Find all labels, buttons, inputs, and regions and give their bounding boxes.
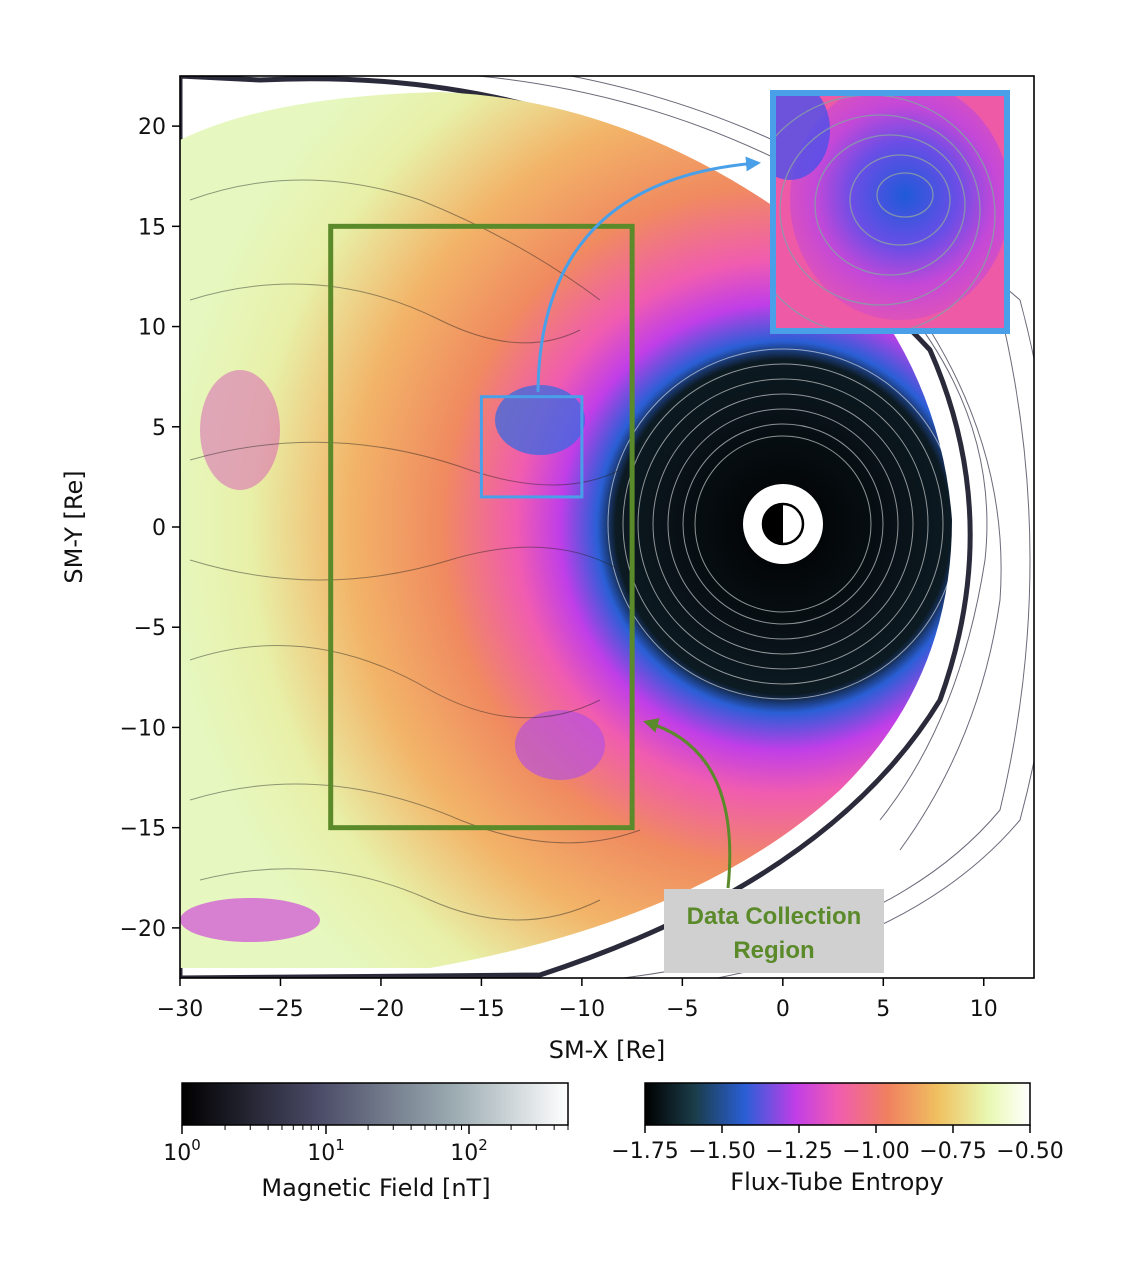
y-tick-label: 5 bbox=[152, 416, 166, 441]
y-tick-label: 10 bbox=[138, 316, 166, 341]
annotation-line-2: Region bbox=[733, 937, 814, 964]
entropy-tick-label: −1.25 bbox=[765, 1139, 832, 1164]
entropy-tick-label: −1.75 bbox=[611, 1139, 678, 1164]
tail-field-contours bbox=[189, 179, 641, 921]
x-tick-label: −15 bbox=[458, 997, 504, 1022]
mag-tick-100: 102 bbox=[450, 1136, 488, 1166]
annotation-arrow bbox=[643, 718, 732, 889]
x-axis-ticks: −30 −25 −20 −15 −10 −5 0 5 10 bbox=[157, 978, 998, 1022]
y-tick-label: −15 bbox=[120, 817, 166, 842]
entropy-tick-label: −0.50 bbox=[996, 1139, 1063, 1164]
inner-field-contours bbox=[607, 348, 959, 700]
entropy-tick-label: −1.00 bbox=[842, 1139, 909, 1164]
zoom-arrow bbox=[536, 156, 761, 393]
x-axis-label: SM-X [Re] bbox=[549, 1036, 666, 1064]
y-tick-label: 0 bbox=[152, 516, 166, 541]
x-tick-label: 10 bbox=[970, 997, 998, 1022]
magenta-blob bbox=[495, 385, 585, 455]
x-tick-label: 0 bbox=[776, 997, 790, 1022]
y-tick-label: 20 bbox=[138, 115, 166, 140]
x-tick-label: 5 bbox=[876, 997, 890, 1022]
entropy-tick-label: −0.75 bbox=[919, 1139, 986, 1164]
data-collection-region-box bbox=[328, 223, 635, 831]
y-tick-label: 15 bbox=[138, 215, 166, 240]
entropy-colorbar-label: Flux-Tube Entropy bbox=[730, 1168, 943, 1196]
mag-tick-10: 101 bbox=[307, 1136, 345, 1166]
colorbar-entropy: −1.75 −1.50 −1.25 −1.00 −0.75 −0.50 Flux-Tube… bbox=[611, 1082, 1064, 1196]
magnetic-minor-ticks bbox=[224, 1125, 569, 1130]
zoom-inset bbox=[770, 90, 1010, 334]
x-tick-label: −10 bbox=[559, 997, 605, 1022]
magenta-blob bbox=[200, 370, 280, 490]
y-tick-label: −5 bbox=[134, 616, 166, 641]
x-tick-label: −25 bbox=[257, 997, 303, 1022]
y-tick-label: −10 bbox=[120, 716, 166, 741]
y-tick-label: −20 bbox=[120, 917, 166, 942]
earth-night-side bbox=[763, 504, 783, 544]
magnetic-major-tick-labels: 100 101 102 bbox=[163, 1125, 488, 1166]
x-tick-label: −20 bbox=[358, 997, 404, 1022]
zoom-box bbox=[479, 395, 584, 499]
y-axis-ticks: 20 15 10 5 0 −5 −10 −15 −20 bbox=[120, 115, 180, 942]
magnetic-colorbar-label: Magnetic Field [nT] bbox=[261, 1174, 490, 1202]
y-axis-label: SM-Y [Re] bbox=[60, 470, 88, 583]
x-tick-label: −5 bbox=[666, 997, 698, 1022]
x-tick-label: −30 bbox=[157, 997, 203, 1022]
entropy-field bbox=[180, 92, 952, 968]
annotation-line-1: Data Collection bbox=[687, 903, 862, 930]
entropy-ticks: −1.75 −1.50 −1.25 −1.00 −0.75 −0.50 bbox=[611, 1125, 1064, 1164]
magenta-blob bbox=[180, 898, 320, 942]
magenta-blob bbox=[515, 710, 605, 780]
mag-tick-1: 100 bbox=[163, 1136, 201, 1166]
colorbar-magnetic-field: 100 101 102 Magnetic Field [nT] bbox=[163, 1082, 569, 1202]
entropy-tick-label: −1.50 bbox=[688, 1139, 755, 1164]
annotation-box bbox=[664, 889, 884, 973]
